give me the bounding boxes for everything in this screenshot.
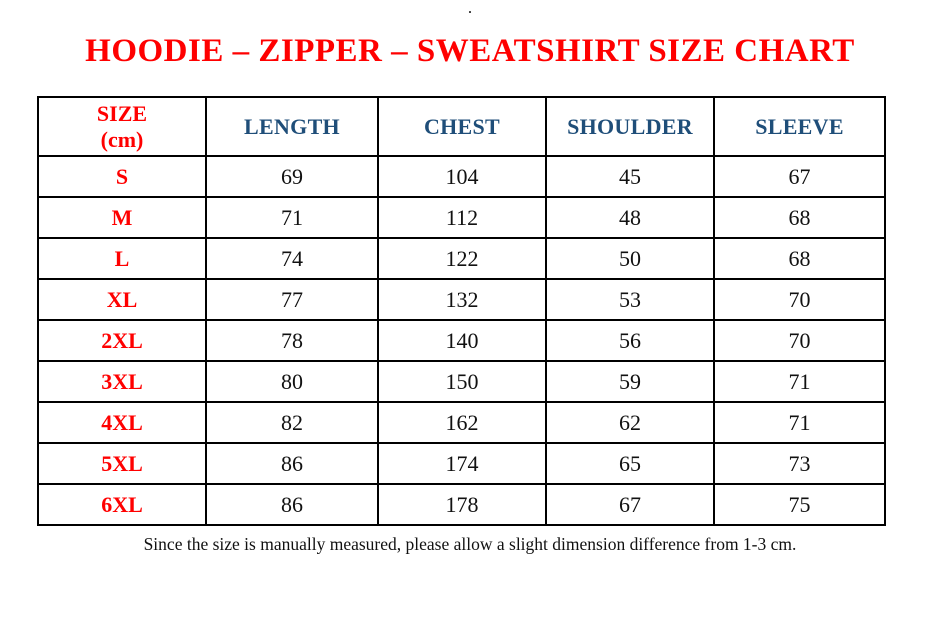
sleeve-value: 70 — [713, 278, 886, 321]
length-value: 80 — [205, 360, 379, 403]
table-row-xl: XL 77 132 53 70 — [37, 278, 886, 321]
chest-value: 104 — [377, 155, 547, 198]
table-row-l: L 74 122 50 68 — [37, 237, 886, 280]
size-label: 5XL — [37, 442, 207, 485]
chest-value: 132 — [377, 278, 547, 321]
length-value: 71 — [205, 196, 379, 239]
size-header-line2: (cm) — [100, 126, 144, 152]
length-value: 74 — [205, 237, 379, 280]
shoulder-value: 59 — [545, 360, 715, 403]
length-value: 86 — [205, 442, 379, 485]
column-header-size: SIZE (cm) — [37, 96, 207, 157]
length-value: 78 — [205, 319, 379, 362]
table-row-3xl: 3XL 80 150 59 71 — [37, 360, 886, 403]
chest-value: 178 — [377, 483, 547, 526]
shoulder-value: 65 — [545, 442, 715, 485]
shoulder-value: 53 — [545, 278, 715, 321]
size-label: 2XL — [37, 319, 207, 362]
shoulder-value: 45 — [545, 155, 715, 198]
table-row-2xl: 2XL 78 140 56 70 — [37, 319, 886, 362]
table-row-s: S 69 104 45 67 — [37, 155, 886, 198]
size-label: 3XL — [37, 360, 207, 403]
length-value: 69 — [205, 155, 379, 198]
shoulder-value: 56 — [545, 319, 715, 362]
size-header-line1: SIZE — [96, 101, 148, 127]
table-row-m: M 71 112 48 68 — [37, 196, 886, 239]
sleeve-value: 71 — [713, 360, 886, 403]
column-header-chest: CHEST — [377, 96, 547, 157]
sleeve-value: 71 — [713, 401, 886, 444]
size-label: M — [37, 196, 207, 239]
sleeve-value: 68 — [713, 237, 886, 280]
table-row-4xl: 4XL 82 162 62 71 — [37, 401, 886, 444]
sleeve-value: 68 — [713, 196, 886, 239]
measurement-disclaimer: Since the size is manually measured, ple… — [143, 534, 797, 554]
sleeve-value: 67 — [713, 155, 886, 198]
shoulder-value: 62 — [545, 401, 715, 444]
page-title: HOODIE – ZIPPER – SWEATSHIRT SIZE CHART — [85, 33, 855, 69]
size-label: S — [37, 155, 207, 198]
size-label: XL — [37, 278, 207, 321]
chest-value: 140 — [377, 319, 547, 362]
chest-value: 174 — [377, 442, 547, 485]
size-label: L — [37, 237, 207, 280]
sleeve-value: 75 — [713, 483, 886, 526]
column-header-sleeve: SLEEVE — [713, 96, 886, 157]
shoulder-value: 48 — [545, 196, 715, 239]
shoulder-value: 50 — [545, 237, 715, 280]
chest-value: 150 — [377, 360, 547, 403]
chest-value: 112 — [377, 196, 547, 239]
size-label: 6XL — [37, 483, 207, 526]
top-dot-glyph: . — [468, 1, 472, 16]
length-value: 82 — [205, 401, 379, 444]
table-row-5xl: 5XL 86 174 65 73 — [37, 442, 886, 485]
sleeve-value: 70 — [713, 319, 886, 362]
chest-value: 162 — [377, 401, 547, 444]
header-row: SIZE (cm) LENGTH CHEST SHOULDER SLEEVE — [37, 96, 886, 157]
length-value: 77 — [205, 278, 379, 321]
chest-value: 122 — [377, 237, 547, 280]
sleeve-value: 73 — [713, 442, 886, 485]
column-header-length: LENGTH — [205, 96, 379, 157]
shoulder-value: 67 — [545, 483, 715, 526]
table-row-6xl: 6XL 86 178 67 75 — [37, 483, 886, 526]
column-header-shoulder: SHOULDER — [545, 96, 715, 157]
length-value: 86 — [205, 483, 379, 526]
size-chart-table: SIZE (cm) LENGTH CHEST SHOULDER SLEEVE S… — [37, 96, 886, 526]
size-label: 4XL — [37, 401, 207, 444]
